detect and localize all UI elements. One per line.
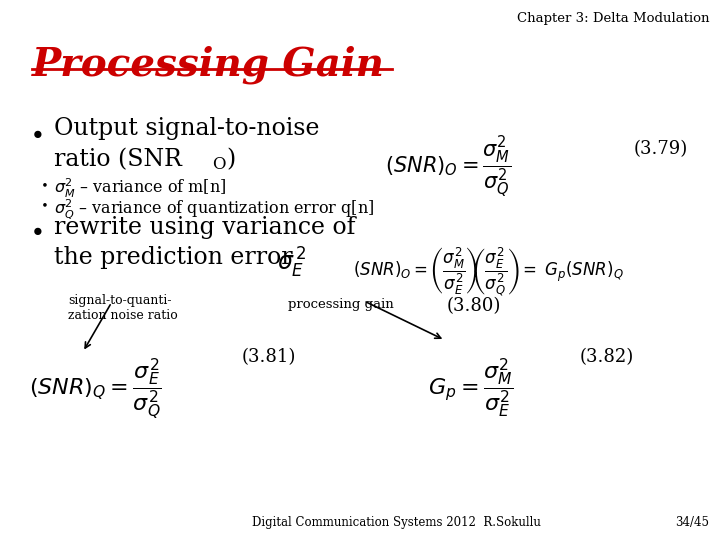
Text: Output signal-to-noise: Output signal-to-noise [54,117,320,140]
Text: $\bullet$: $\bullet$ [29,122,42,145]
Text: $(SNR)_O = \left(\dfrac{\sigma_M^2}{\sigma_E^2}\right)\!\!\left(\dfrac{\sigma_E^: $(SNR)_O = \left(\dfrac{\sigma_M^2}{\sig… [353,246,624,299]
Text: Processing Gain: Processing Gain [32,46,385,84]
Text: $\sigma_E^{\,2}$: $\sigma_E^{\,2}$ [277,246,307,280]
Text: O: O [212,156,226,172]
Text: Chapter 3: Delta Modulation: Chapter 3: Delta Modulation [517,12,709,25]
Text: $\bullet$: $\bullet$ [29,219,42,242]
Text: 34/45: 34/45 [675,516,709,529]
Text: $G_p = \dfrac{\sigma_M^2}{\sigma_E^2}$: $G_p = \dfrac{\sigma_M^2}{\sigma_E^2}$ [428,356,513,420]
Text: (3.81): (3.81) [241,348,296,366]
Text: Digital Communication Systems 2012  R.Sokullu: Digital Communication Systems 2012 R.Sok… [252,516,541,529]
Text: rewrite using variance of: rewrite using variance of [54,216,356,239]
Text: (3.82): (3.82) [580,348,634,366]
Text: $\bullet$: $\bullet$ [40,177,48,190]
Text: processing gain: processing gain [288,298,394,311]
Text: $(SNR)_O = \dfrac{\sigma_M^2}{\sigma_Q^2}$: $(SNR)_O = \dfrac{\sigma_M^2}{\sigma_Q^2… [385,135,511,200]
Text: ratio (SNR: ratio (SNR [54,148,182,172]
Text: $\sigma_M^2$ – variance of m[n]: $\sigma_M^2$ – variance of m[n] [54,177,226,200]
Text: $\sigma_Q^2$ – variance of quantization error q[n]: $\sigma_Q^2$ – variance of quantization … [54,197,374,221]
Text: (3.80): (3.80) [446,297,501,315]
Text: $\bullet$: $\bullet$ [40,197,48,210]
Text: ): ) [227,148,236,172]
Text: (3.79): (3.79) [634,140,688,158]
Text: signal-to-quanti-
zation noise ratio: signal-to-quanti- zation noise ratio [68,294,178,322]
Text: $(SNR)_Q = \dfrac{\sigma_E^2}{\sigma_Q^2}$: $(SNR)_Q = \dfrac{\sigma_E^2}{\sigma_Q^2… [29,356,162,422]
Text: the prediction error: the prediction error [54,246,300,269]
